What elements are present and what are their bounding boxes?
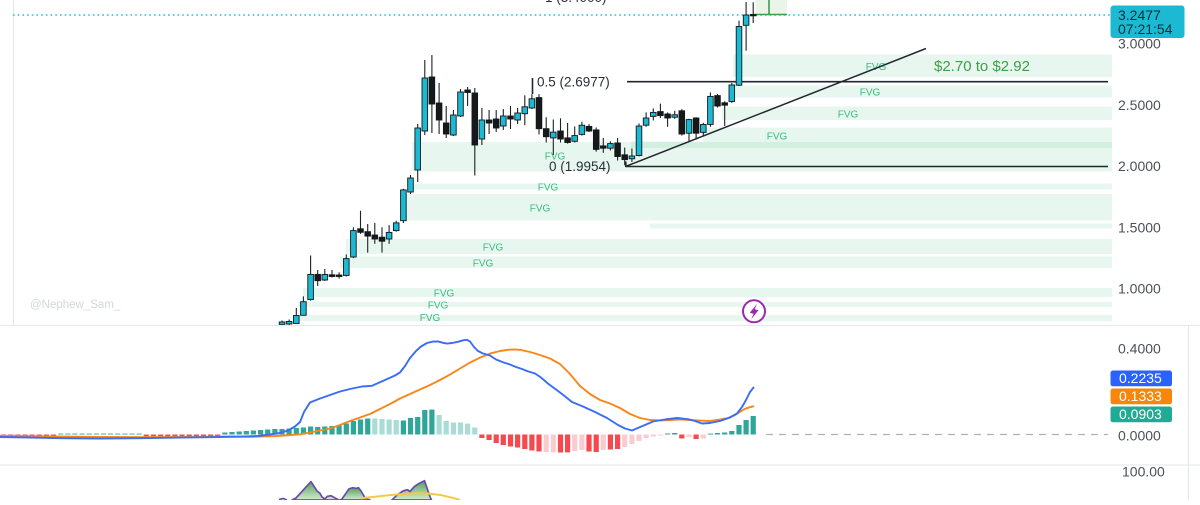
svg-text:07:21:54: 07:21:54: [1118, 21, 1173, 37]
svg-text:FVG: FVG: [473, 259, 494, 270]
svg-text:$2.70 to $2.92: $2.70 to $2.92: [934, 58, 1030, 75]
svg-text:2.0000: 2.0000: [1118, 158, 1161, 174]
svg-text:3.2477: 3.2477: [1118, 7, 1161, 23]
svg-text:100.00: 100.00: [1122, 464, 1165, 480]
svg-text:2.5000: 2.5000: [1118, 97, 1161, 113]
svg-text:FVG: FVG: [860, 88, 881, 99]
svg-text:1 (3.4000): 1 (3.4000): [545, 0, 607, 5]
svg-text:0.0000: 0.0000: [1118, 428, 1161, 444]
svg-text:0.1333: 0.1333: [1119, 388, 1162, 404]
svg-text:FVG: FVG: [530, 204, 551, 215]
svg-text:0.4000: 0.4000: [1118, 341, 1161, 357]
svg-text:3.0000: 3.0000: [1118, 36, 1161, 52]
svg-text:0 (1.9954): 0 (1.9954): [549, 159, 611, 174]
svg-text:@Nephew_Sam_: @Nephew_Sam_: [30, 299, 121, 311]
svg-text:FVG: FVG: [767, 132, 788, 143]
svg-text:0.0903: 0.0903: [1119, 406, 1162, 422]
svg-text:FVG: FVG: [838, 110, 859, 121]
svg-text:FVG: FVG: [428, 301, 449, 312]
svg-text:FVG: FVG: [434, 289, 455, 300]
svg-text:1.0000: 1.0000: [1118, 281, 1161, 297]
svg-text:1.5000: 1.5000: [1118, 220, 1161, 236]
svg-text:0.2235: 0.2235: [1119, 370, 1162, 386]
svg-text:0.5 (2.6977): 0.5 (2.6977): [537, 75, 610, 90]
svg-text:FVG: FVG: [420, 313, 441, 324]
svg-text:FVG: FVG: [538, 183, 559, 194]
svg-text:FVG: FVG: [483, 243, 504, 254]
svg-text:FVG: FVG: [545, 152, 566, 163]
